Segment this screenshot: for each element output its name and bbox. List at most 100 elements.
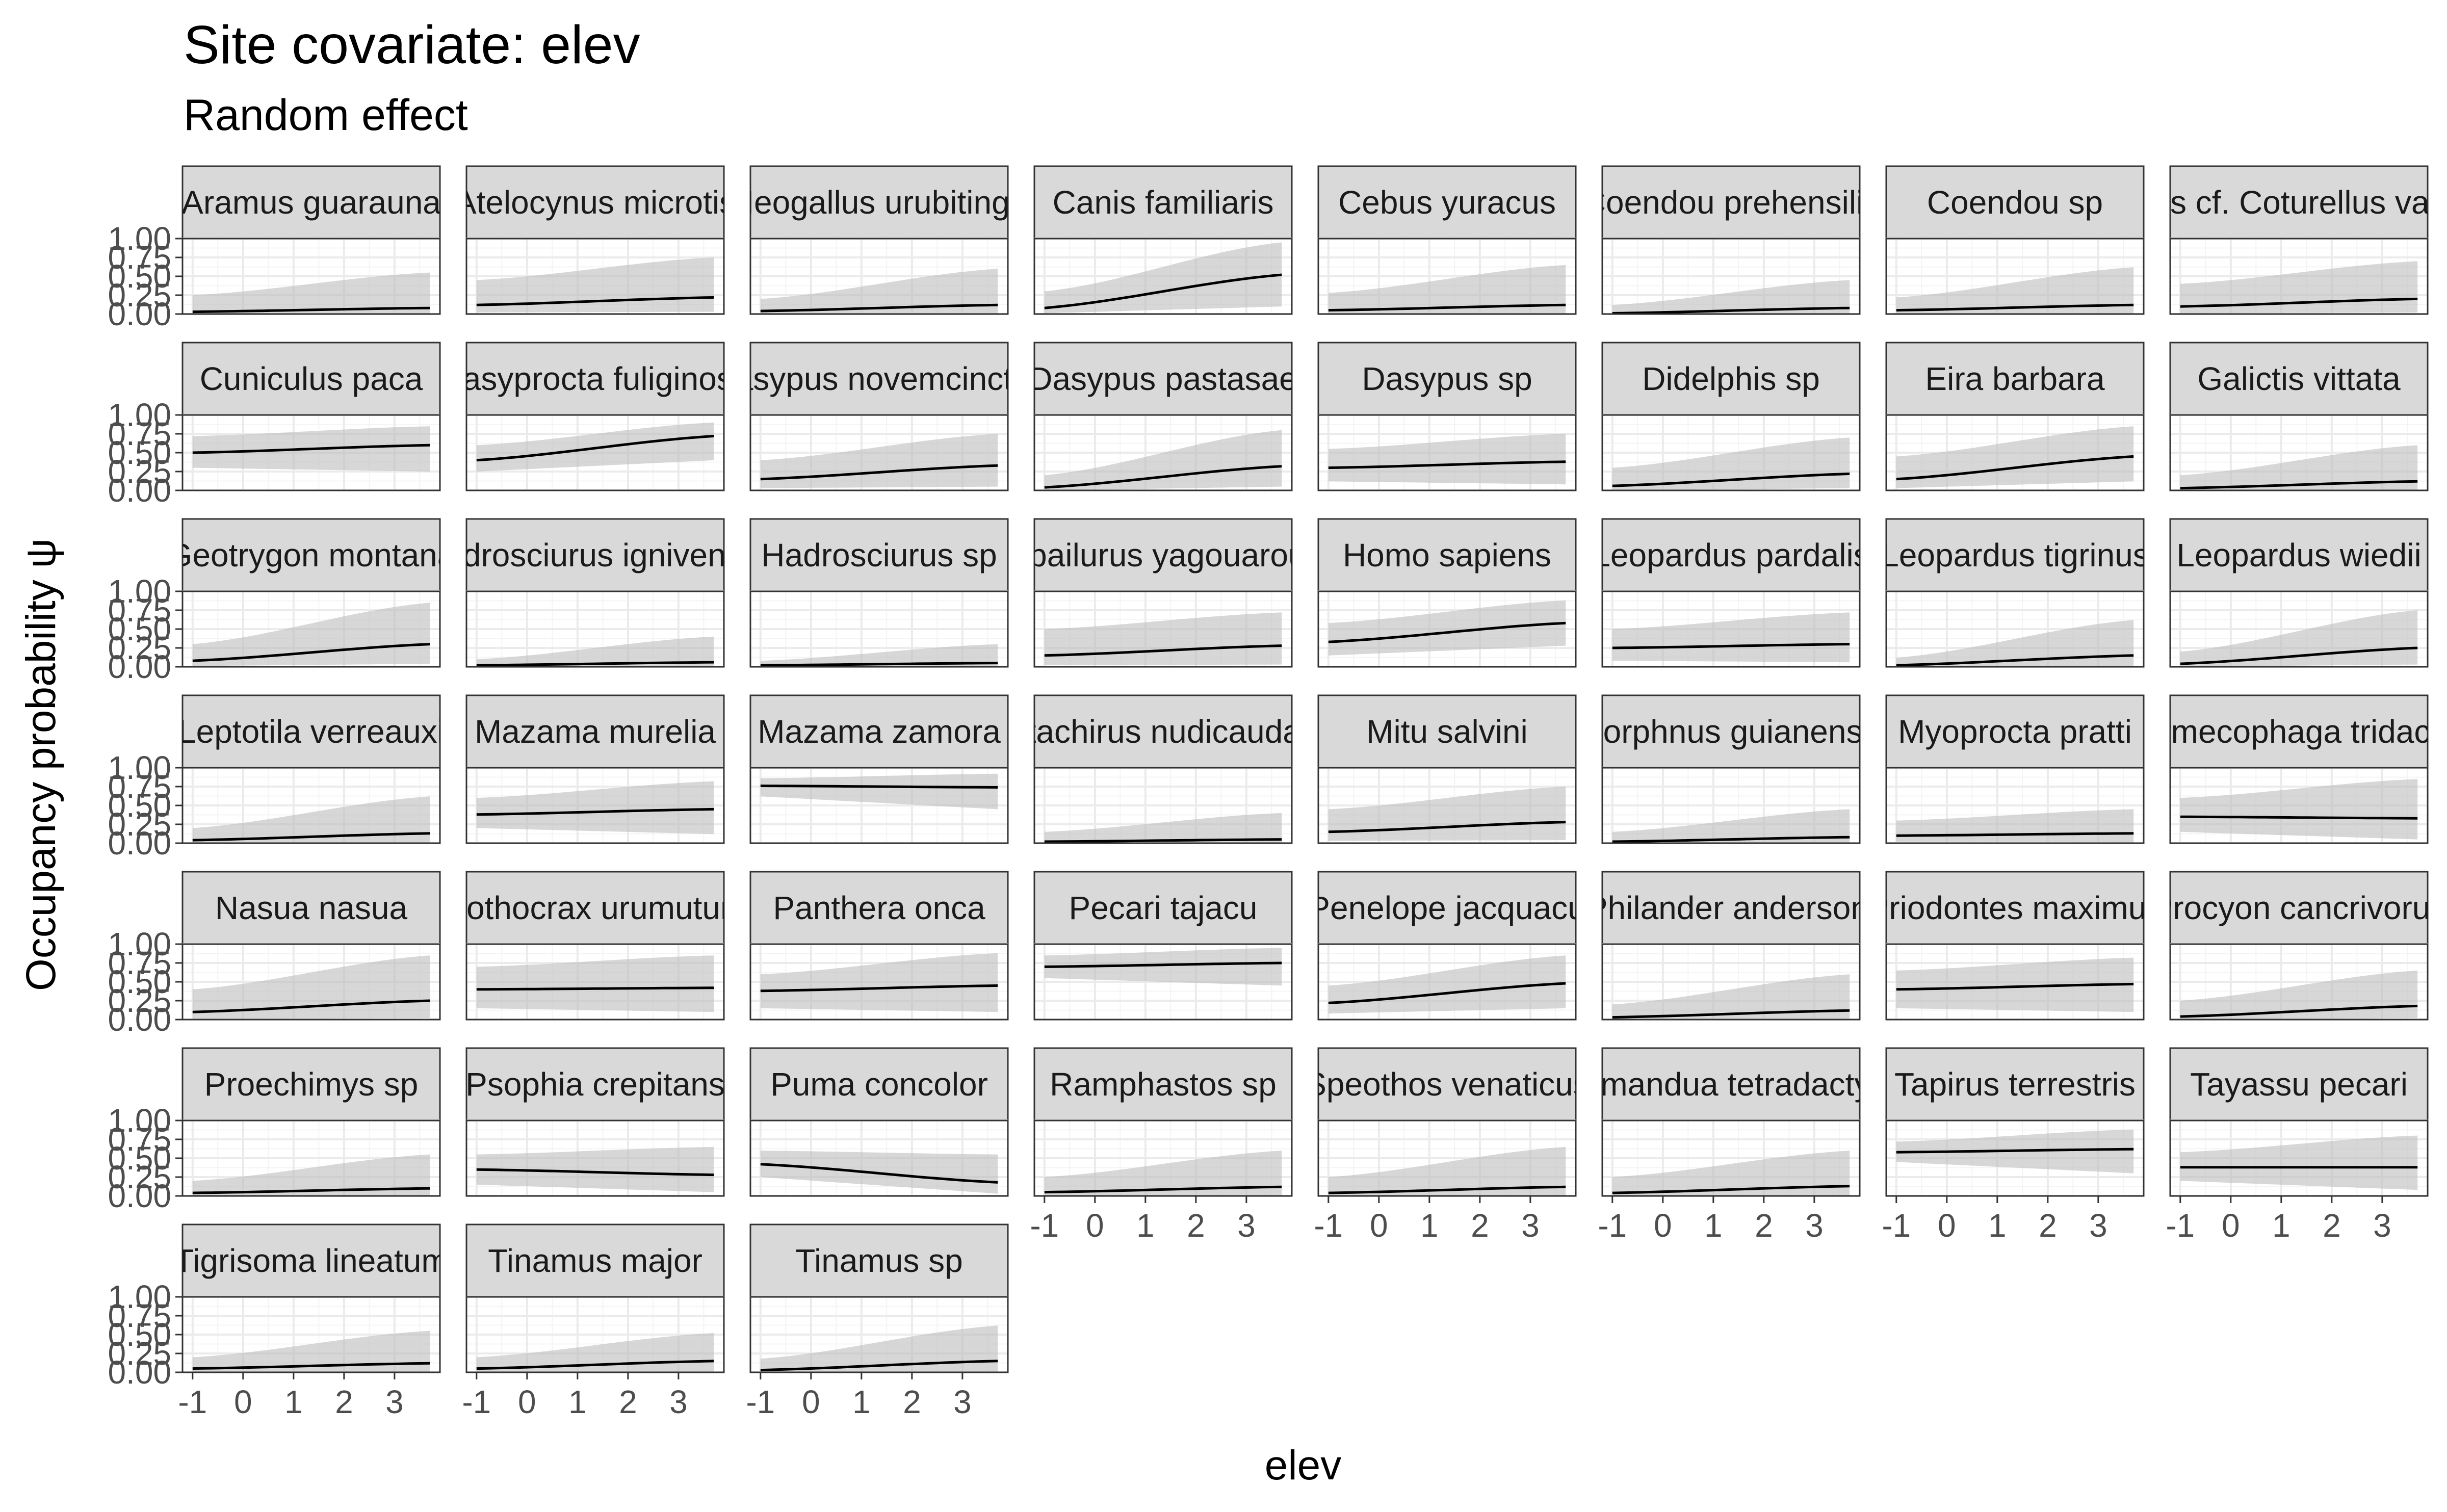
panel-border — [465, 767, 725, 844]
x-tick-label: -1 — [178, 1384, 207, 1420]
confidence-ribbon — [1328, 434, 1566, 485]
occupancy-line — [1612, 1185, 1850, 1194]
facet-strip — [1033, 871, 1293, 945]
panel-border — [1033, 1119, 1293, 1197]
confidence-ribbon — [760, 1325, 998, 1372]
panel-border — [465, 943, 725, 1021]
occupancy-line — [760, 984, 998, 993]
panel-border — [749, 1296, 1009, 1373]
y-tick-label: 0.00 — [108, 1354, 171, 1391]
y-tick-label: 0.75 — [108, 239, 171, 276]
confidence-ribbon — [1612, 1151, 1850, 1196]
facet-strip — [1317, 165, 1577, 240]
panel-border — [1033, 943, 1293, 1021]
facet-strip-label: Myoprocta pratti — [1898, 713, 2132, 750]
facet-strip-label: Galictis vittata — [2197, 360, 2401, 397]
y-tick-label: 0.25 — [108, 982, 171, 1019]
occupancy-line — [476, 1360, 714, 1370]
confidence-ribbon — [1328, 1146, 1566, 1196]
confidence-ribbon — [1896, 957, 2134, 1012]
x-tick-label: 0 — [1654, 1207, 1672, 1244]
facet-panel: Hadrosciurus sp — [749, 518, 1009, 668]
y-tick-label: 0.00 — [108, 1178, 171, 1214]
confidence-ribbon — [1612, 612, 1850, 663]
facet-strip-label: Tapirus terrestris — [1894, 1066, 2136, 1103]
y-tick-label: 1.00 — [108, 573, 171, 610]
panel-border — [465, 414, 725, 491]
panel-border — [1601, 943, 1861, 1021]
confidence-ribbon — [1044, 242, 1282, 314]
confidence-ribbon — [760, 269, 998, 314]
y-tick-label: 0.50 — [108, 787, 171, 824]
facet-panel: Leopardus wiedii — [2169, 518, 2429, 668]
panel-border — [1885, 943, 2145, 1021]
facet-panel: Mitu salvini — [1317, 694, 1577, 844]
x-tick-label: 2 — [1755, 1207, 1773, 1244]
confidence-ribbon — [1896, 267, 2134, 314]
facet-panel: Coendou prehensilis — [1601, 165, 1861, 315]
confidence-ribbon — [192, 796, 430, 843]
facet-strip — [749, 1223, 1009, 1298]
occupancy-line — [1612, 472, 1850, 487]
facet-strip-label: Leopardus wiedii — [2176, 537, 2421, 573]
occupancy-line — [1044, 273, 1282, 309]
facet-panel: Cuniculus paca 0.000.250.500.751.00 — [108, 342, 441, 509]
confidence-ribbon — [476, 636, 714, 667]
facet-strip-label: Coendou sp — [1927, 184, 2103, 221]
facet-panel: Priodontes maximus — [1867, 871, 2163, 1021]
panel-border — [2169, 767, 2429, 844]
confidence-ribbon — [192, 1331, 430, 1372]
occupancy-line — [2180, 297, 2418, 308]
facet-panels: Aramus guarauna0.000.250.500.751.00Atelo… — [108, 165, 2447, 1420]
occupancy-line — [192, 999, 430, 1013]
facet-panel: Aramus guarauna 0.000.250.500.751.00 — [108, 165, 441, 332]
facet-panel: Mazama zamora — [749, 694, 1009, 844]
confidence-ribbon — [760, 434, 998, 488]
occupancy-line — [1328, 821, 1566, 833]
confidence-ribbon — [1896, 620, 2134, 667]
facet-panel: Tinamus major -1 0 1 2 3 — [462, 1223, 725, 1420]
panel-border — [1033, 590, 1293, 668]
facet-strip-label: Mazama murelia — [475, 713, 716, 750]
panel-border — [465, 590, 725, 668]
panel-border — [2169, 1119, 2429, 1197]
x-tick-label: -1 — [1314, 1207, 1343, 1244]
occupancy-line — [192, 643, 430, 662]
occupancy-line — [192, 444, 430, 454]
y-tick-label: 0.25 — [108, 1335, 171, 1372]
facet-strip — [749, 1047, 1009, 1122]
facet-panel: Leopardus pardalis — [1601, 518, 1861, 668]
occupancy-line — [2180, 1004, 2418, 1018]
facet-strip-label: Myrmecophaga tridactyla — [2117, 713, 2447, 750]
occupancy-line — [476, 1168, 714, 1177]
facet-strip — [1317, 871, 1577, 945]
facet-panel: Tamandua tetradactyla -1 0 1 2 3 — [1598, 1047, 1861, 1244]
facet-strip — [181, 871, 441, 945]
facet-strip-label: Dasypus novemcinctus — [711, 360, 1047, 397]
panel-border — [1317, 238, 1577, 315]
facet-strip-label: Leopardus tigrinus — [1881, 537, 2149, 573]
x-tick-label: 3 — [1237, 1207, 1256, 1244]
facet-strip — [1317, 694, 1577, 769]
x-tick-label: 0 — [802, 1384, 820, 1420]
occupancy-line — [1328, 1185, 1566, 1194]
confidence-ribbon — [760, 773, 998, 810]
occupancy-line — [476, 807, 714, 816]
facet-strip — [465, 518, 725, 592]
occupancy-line — [1044, 1185, 1282, 1194]
facet-strip — [1885, 165, 2145, 240]
confidence-ribbon — [760, 644, 998, 667]
facet-panel: Coendou sp — [1885, 165, 2145, 315]
facet-strip-label: Priodontes maximus — [1867, 890, 2163, 926]
panel-border — [1601, 414, 1861, 491]
occupancy-line — [1896, 982, 2134, 991]
panel-border — [2169, 943, 2429, 1021]
facet-panel: Procyon cancrivorus — [2169, 871, 2429, 1021]
facet-strip — [1033, 165, 1293, 240]
facet-panel: Proechimys sp 0.000.250.500.751.00 — [108, 1047, 441, 1214]
occupancy-line — [1896, 455, 2134, 481]
y-tick-label: 0.00 — [108, 472, 171, 509]
facet-strip — [1033, 342, 1293, 416]
facet-strip — [1885, 871, 2145, 945]
panel-border — [465, 1296, 725, 1373]
